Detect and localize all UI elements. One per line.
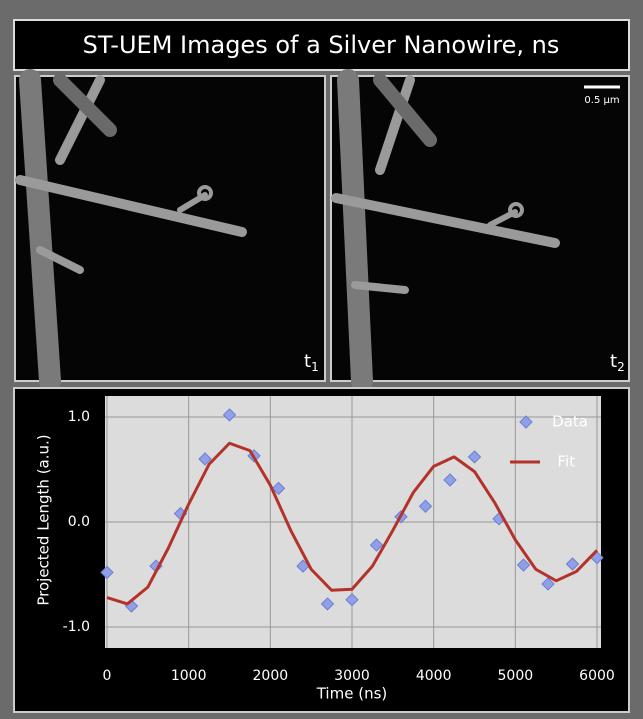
x-tick-label: 4000 — [416, 668, 452, 684]
scale-bar-label: 0.5 μm — [584, 95, 619, 106]
image-panel: t1 — [15, 76, 325, 381]
x-tick-label: 3000 — [334, 668, 370, 684]
panel-label-subscript: 2 — [617, 360, 625, 374]
image-panel: 0.5 μm t2 — [331, 76, 629, 381]
x-tick-label: 2000 — [253, 668, 289, 684]
figure-title: ST-UEM Images of a Silver Nanowire, ns — [83, 31, 560, 59]
panel-label-subscript: 1 — [311, 360, 319, 374]
figure: ST-UEM Images of a Silver Nanowire, ns t… — [0, 0, 643, 719]
x-axis-title: Time (ns) — [316, 685, 388, 703]
panel-label-text: t — [304, 351, 311, 372]
y-tick-label: 1.0 — [68, 409, 90, 425]
plot — [101, 396, 603, 648]
y-axis-title: Projected Length (a.u.) — [35, 434, 53, 605]
x-tick-label: 6000 — [579, 668, 615, 684]
legend-label: Data — [552, 413, 588, 431]
figure-canvas: ST-UEM Images of a Silver Nanowire, ns t… — [0, 0, 643, 719]
x-tick-label: 5000 — [498, 668, 534, 684]
y-tick-label: -1.0 — [63, 619, 90, 635]
legend-label: Fit — [557, 453, 575, 471]
x-tick-label: 1000 — [171, 668, 207, 684]
panel-label-text: t — [610, 351, 617, 372]
y-tick-label: 0.0 — [68, 514, 90, 530]
x-tick-label: 0 — [103, 668, 112, 684]
